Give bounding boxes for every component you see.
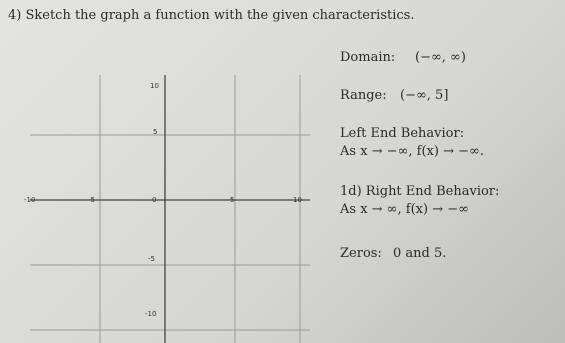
axes bbox=[30, 75, 310, 343]
y-label: 5 bbox=[153, 128, 158, 136]
question-title: 4) Sketch the graph a function with the … bbox=[8, 8, 415, 23]
label: Range: bbox=[340, 88, 387, 103]
label: 1d) Right End Behavior: bbox=[340, 184, 500, 199]
y-label: -10 bbox=[145, 310, 157, 318]
x-label: 0 bbox=[152, 196, 157, 204]
value: (−∞, ∞) bbox=[415, 50, 466, 65]
x-label: -10 bbox=[24, 196, 36, 204]
label: Domain: bbox=[340, 50, 396, 65]
x-label: 5 bbox=[230, 196, 235, 204]
y-label: -5 bbox=[148, 255, 155, 263]
value: (−∞, 5] bbox=[400, 88, 449, 103]
label: Zeros: bbox=[340, 246, 382, 261]
x-label: 10 bbox=[293, 196, 302, 204]
label: Left End Behavior: bbox=[340, 126, 465, 141]
grid-lines bbox=[30, 75, 310, 343]
value: As x → −∞, f(x) → −∞. bbox=[340, 144, 484, 159]
value: 0 and 5. bbox=[393, 246, 447, 261]
value: As x → ∞, f(x) → −∞ bbox=[340, 202, 469, 217]
y-label: 10 bbox=[150, 82, 159, 90]
x-label: -5 bbox=[88, 196, 95, 204]
